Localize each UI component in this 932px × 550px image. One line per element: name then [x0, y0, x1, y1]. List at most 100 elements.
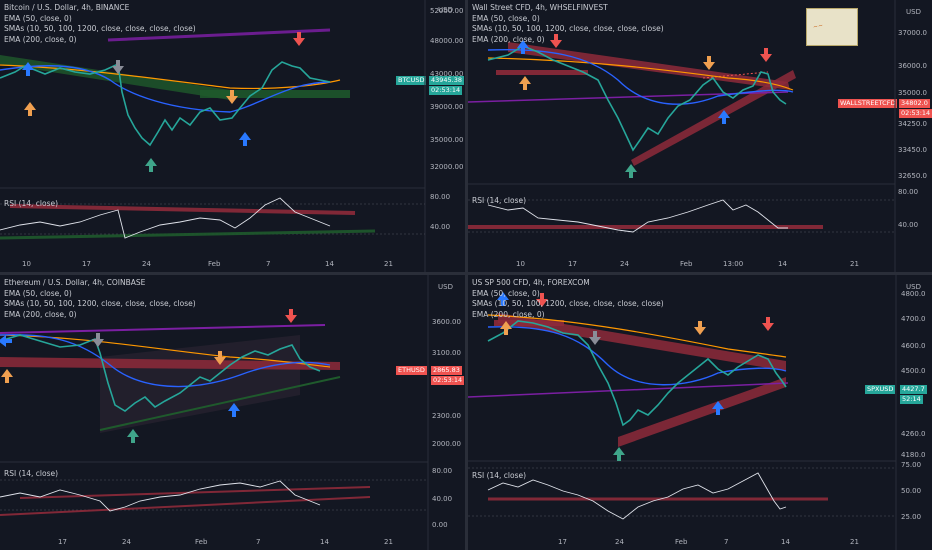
last-price-tag: 34802.0	[899, 99, 930, 108]
rsi-support-line	[0, 496, 371, 516]
symbol-title[interactable]: US SP 500 CFD, 4h, FOREXCOM	[472, 278, 590, 287]
trendline-support	[618, 377, 786, 447]
arrow-blue-icon	[228, 403, 240, 417]
indicator-smas[interactable]: SMAs (10, 50, 100, 1200, close, close, c…	[472, 299, 664, 308]
pane-divider-horizontal[interactable]	[0, 272, 932, 275]
arrow-teal-icon	[127, 429, 139, 443]
last-price-tag: 2865.83	[431, 366, 462, 375]
countdown-tag: 02:53:14	[429, 86, 463, 95]
arrow-red-icon	[293, 32, 305, 46]
indicator-ema50[interactable]: EMA (50, close, 0)	[472, 288, 540, 298]
arrow-orange-icon	[703, 56, 715, 70]
indicator-ema200[interactable]: EMA (200, close, 0)	[472, 309, 545, 319]
pane-divider-vertical[interactable]	[465, 0, 468, 550]
indicator-smas[interactable]: SMAs (10, 50, 100, 1200, close, close, c…	[4, 24, 196, 33]
symbol-title[interactable]: Ethereum / U.S. Dollar, 4h, COINBASE	[4, 278, 146, 287]
rsi-legend[interactable]: RSI (14, close)	[4, 469, 59, 478]
chart-canvas[interactable]	[0, 275, 465, 550]
chart-legend: US SP 500 CFD, 4h, FOREXCOM EMA (50, clo…	[472, 278, 664, 320]
arrow-orange-icon	[1, 369, 13, 383]
indicator-ema200[interactable]: EMA (200, close, 0)	[4, 34, 77, 44]
arrow-orange-icon	[24, 102, 36, 116]
time-axis-label: 21	[384, 538, 393, 546]
chart-pane-spx[interactable]: US SP 500 CFD, 4h, FOREXCOM EMA (50, clo…	[468, 275, 932, 550]
price-axis-label: 43000.00	[430, 70, 464, 78]
rsi-axis-label: 40.00	[898, 221, 919, 229]
arrow-teal-icon	[625, 164, 637, 178]
time-axis-label: 17	[558, 538, 567, 546]
indicator-ema200[interactable]: EMA (200, close, 0)	[4, 309, 77, 319]
arrow-red-icon	[550, 34, 562, 48]
time-axis-label: 14	[778, 260, 787, 268]
price-axis-label: 36000.0	[898, 62, 927, 70]
time-axis-label: 14	[320, 538, 329, 546]
trendline-purple	[468, 382, 789, 398]
symbol-title[interactable]: Bitcoin / U.S. Dollar, 4h, BINANCE	[4, 3, 130, 12]
price-axis-label: 32650.0	[898, 172, 927, 180]
time-axis-label: 24	[620, 260, 629, 268]
time-axis-label: Feb	[208, 260, 221, 268]
time-axis-label: 14	[781, 538, 790, 546]
chart-pane-dow[interactable]: Wall Street CFD, 4h, WHSELFINVEST EMA (5…	[468, 0, 932, 272]
indicator-smas[interactable]: SMAs (10, 50, 100, 1200, close, close, c…	[472, 24, 664, 33]
ema50-line	[0, 334, 331, 388]
rsi-line	[0, 480, 321, 512]
arrow-blue-icon	[0, 335, 12, 347]
rsi-band	[468, 199, 895, 233]
indicator-smas[interactable]: SMAs (10, 50, 100, 1200, close, close, c…	[4, 299, 196, 308]
ema50-line	[487, 48, 794, 105]
trendline-support	[99, 376, 341, 431]
last-price-tag: 4427.7	[900, 385, 927, 394]
time-axis-label: 21	[384, 260, 393, 268]
chart-pane-btc[interactable]: Bitcoin / U.S. Dollar, 4h, BINANCE EMA (…	[0, 0, 465, 272]
price-axis-label: 4500.0	[901, 367, 926, 375]
rsi-legend[interactable]: RSI (14, close)	[472, 471, 527, 480]
indicator-ema200[interactable]: EMA (200, close, 0)	[472, 34, 545, 44]
price-axis-label: 4700.0	[901, 315, 926, 323]
rsi-line	[487, 199, 788, 233]
arrow-grey-icon	[112, 60, 124, 74]
rsi-legend[interactable]: RSI (14, close)	[4, 199, 59, 208]
indicator-ema50[interactable]: EMA (50, close, 0)	[472, 13, 540, 23]
rsi-axis-label: 50.00	[901, 487, 922, 495]
rsi-support-line	[0, 229, 376, 240]
indicator-ema50[interactable]: EMA (50, close, 0)	[4, 13, 72, 23]
arrow-grey-icon	[589, 331, 601, 345]
rsi-resistance-line	[19, 486, 371, 499]
time-axis-label: 10	[22, 260, 31, 268]
rsi-resistance-line	[9, 204, 356, 215]
price-candles	[0, 334, 321, 412]
arrow-orange-icon	[500, 321, 512, 335]
rsi-legend[interactable]: RSI (14, close)	[472, 196, 527, 205]
arrow-orange-icon	[694, 321, 706, 335]
rsi-axis-label: 80.00	[898, 188, 919, 196]
symbol-price-tag: BTCUSD	[396, 76, 427, 85]
countdown-tag: 52:14	[900, 395, 923, 404]
arrow-orange-icon	[214, 351, 226, 365]
indicator-ema50[interactable]: EMA (50, close, 0)	[4, 288, 72, 298]
zone-support-horizontal	[200, 90, 350, 98]
symbol-price-tag: ETHUSD	[396, 366, 427, 375]
symbol-title[interactable]: Wall Street CFD, 4h, WHSELFINVEST	[472, 3, 608, 12]
chart-canvas[interactable]	[0, 0, 465, 272]
price-axis-label: 3600.00	[432, 318, 461, 326]
time-axis-label: 7	[266, 260, 271, 268]
price-axis-label: 32000.00	[430, 163, 464, 171]
price-axis-label: 37000.0	[898, 29, 927, 37]
rsi-line	[487, 472, 787, 520]
arrow-teal-icon	[613, 447, 625, 461]
rsi-axis-label: 75.00	[901, 461, 922, 469]
chart-pane-eth[interactable]: Ethereum / U.S. Dollar, 4h, COINBASE EMA…	[0, 275, 465, 550]
time-axis-label: 24	[615, 538, 624, 546]
time-axis-label: Feb	[195, 538, 208, 546]
last-price-tag: 43945.38	[429, 76, 465, 85]
chart-canvas[interactable]	[468, 275, 932, 550]
price-axis-label: 2000.00	[432, 440, 461, 448]
arrow-grey-icon	[92, 333, 104, 347]
zone-resistance	[0, 357, 340, 370]
trendline-purple	[0, 324, 326, 334]
price-axis-label: 4180.0	[901, 451, 926, 459]
chart-canvas[interactable]	[468, 0, 932, 272]
time-axis-label: 14	[325, 260, 334, 268]
rsi-axis-label: 80.00	[430, 193, 451, 201]
